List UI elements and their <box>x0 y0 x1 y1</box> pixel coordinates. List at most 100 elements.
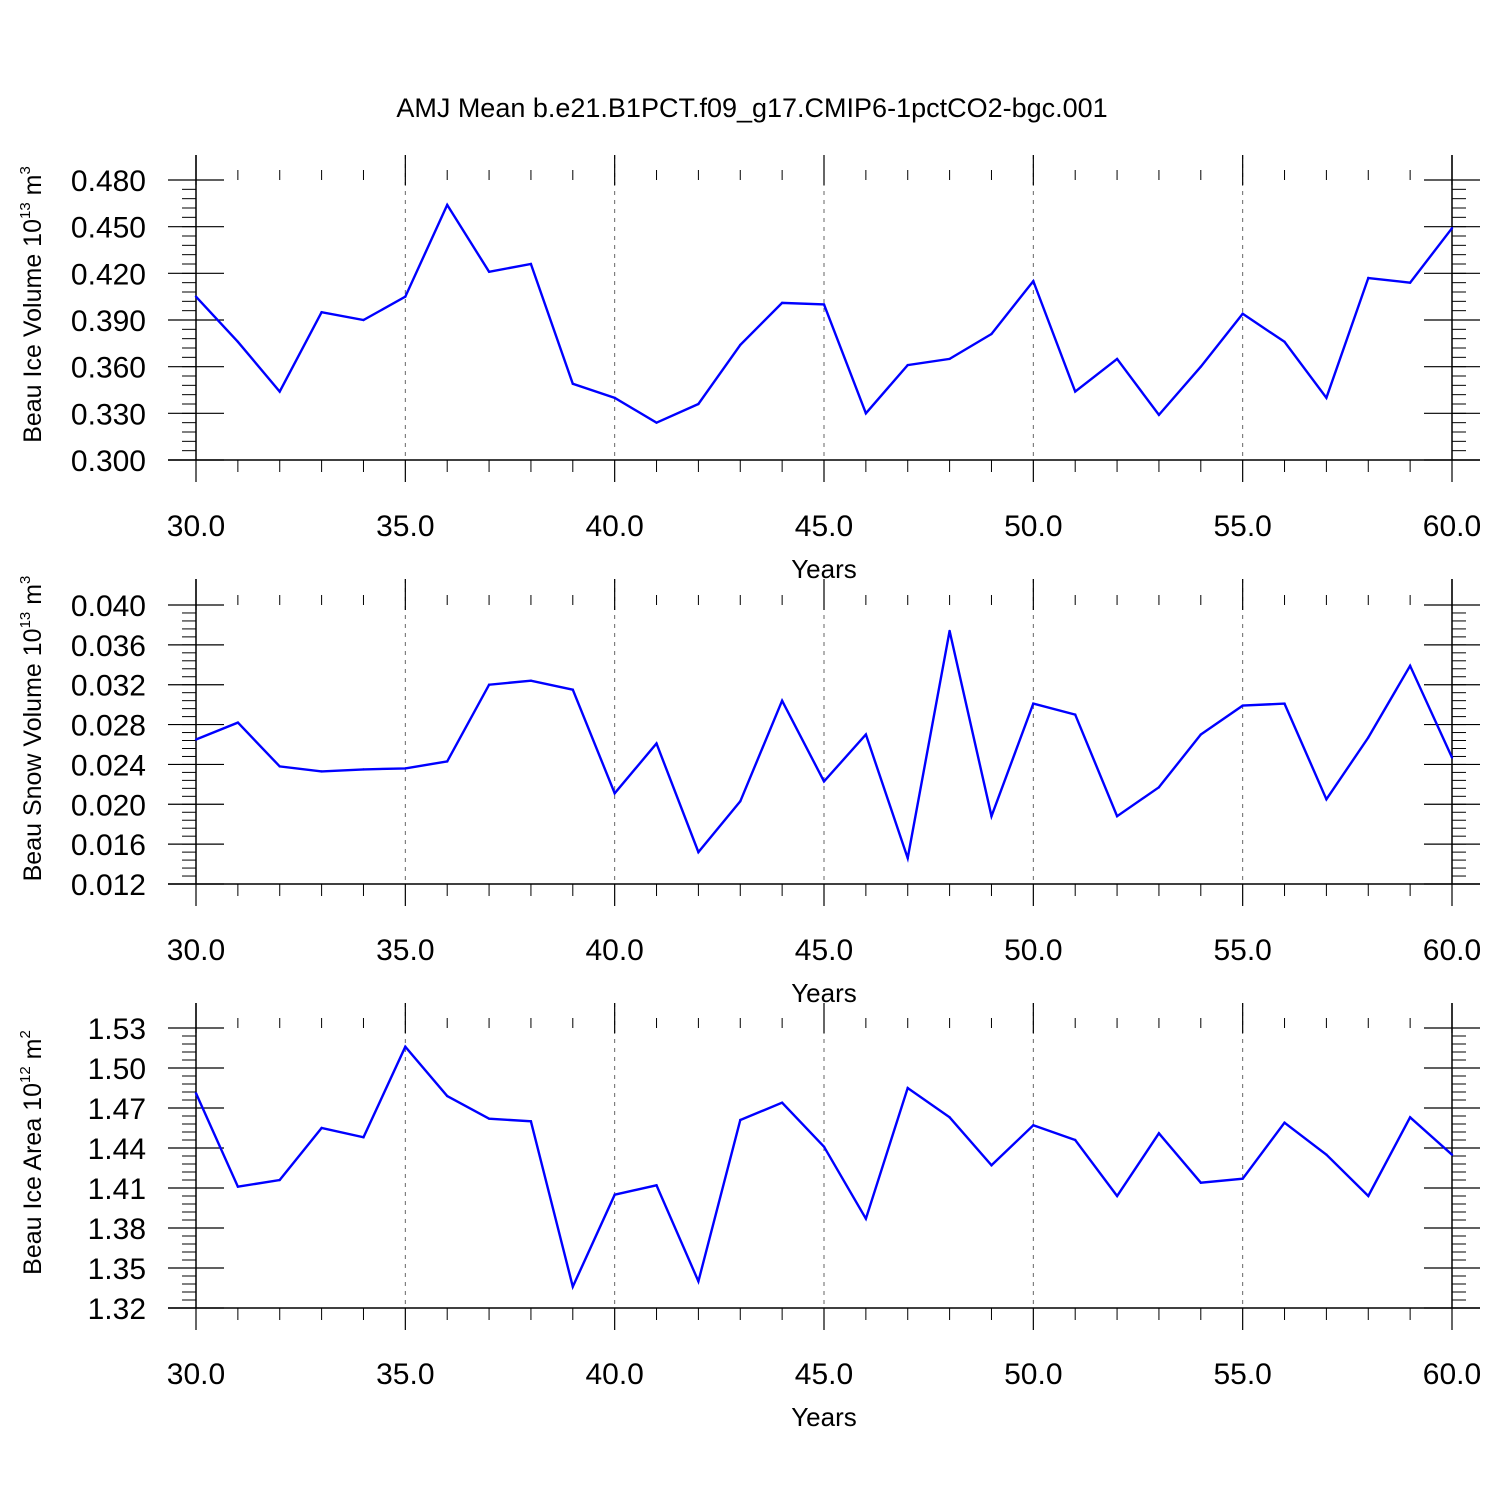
data-point <box>864 412 868 415</box>
y-tick-label: 0.016 <box>71 829 146 862</box>
y-axis-label-unit-exponent: 3 <box>17 576 34 584</box>
x-tick-label: 50.0 <box>1004 510 1062 543</box>
data-point <box>194 1092 198 1095</box>
x-tick-label: 40.0 <box>585 510 643 543</box>
y-axis-label-prefix: Beau Ice Volume 10 <box>19 219 47 443</box>
y-tick-label: 0.040 <box>71 590 146 623</box>
data-point <box>1325 798 1328 801</box>
data-point <box>697 1280 700 1283</box>
y-axis-label-exponent: 12 <box>17 1066 34 1083</box>
y-axis-label-prefix: Beau Snow Volume 10 <box>19 628 47 881</box>
data-point <box>739 343 742 347</box>
y-axis-label-unit: m <box>19 175 47 203</box>
data-point <box>1199 365 1203 368</box>
data-point <box>1367 1194 1370 1198</box>
data-point <box>446 760 449 763</box>
x-tick-label: 60.0 <box>1423 934 1481 967</box>
y-axis-label-exponent: 13 <box>17 202 34 219</box>
data-point <box>404 295 407 298</box>
data-point <box>487 270 491 273</box>
data-point <box>446 203 449 207</box>
data-point <box>697 402 700 406</box>
data-point <box>1074 390 1077 393</box>
data-point <box>780 1101 784 1104</box>
data-point <box>1199 733 1203 736</box>
y-axis-label-prefix: Beau Ice Area 10 <box>19 1083 47 1275</box>
data-point <box>780 699 784 702</box>
data-point <box>822 1145 826 1148</box>
y-tick-label: 0.450 <box>71 212 146 245</box>
data-point <box>1367 276 1370 280</box>
data-point <box>906 856 909 860</box>
x-tick-label: 45.0 <box>795 510 853 543</box>
data-point <box>1241 704 1244 707</box>
y-axis-label: Beau Ice Area 1012 m2 <box>17 1030 47 1275</box>
y-tick-label: 0.036 <box>71 630 146 663</box>
x-tick-label: 45.0 <box>795 1358 853 1391</box>
x-tick-label: 55.0 <box>1213 510 1271 543</box>
data-point <box>487 683 491 686</box>
y-tick-label: 0.032 <box>71 670 146 703</box>
data-point <box>320 311 323 314</box>
y-tick-label: 1.44 <box>88 1133 146 1166</box>
data-point <box>1157 1132 1161 1135</box>
y-tick-label: 1.38 <box>88 1213 146 1246</box>
data-point <box>990 332 993 336</box>
data-point <box>1367 736 1370 739</box>
y-tick-label: 1.47 <box>88 1093 146 1126</box>
data-point <box>1325 396 1328 399</box>
y-tick-label: 0.028 <box>71 710 146 743</box>
y-axis-label-unit: m <box>19 584 47 612</box>
data-point <box>194 295 198 298</box>
x-tick-label: 30.0 <box>167 510 225 543</box>
data-point <box>1408 1116 1412 1119</box>
data-point <box>655 742 658 745</box>
data-point <box>948 629 951 633</box>
data-point <box>1199 1181 1203 1184</box>
data-point <box>194 738 198 741</box>
y-tick-label: 0.024 <box>71 749 146 782</box>
data-point <box>822 303 826 306</box>
data-point <box>1450 756 1454 759</box>
y-axis-label-unit-exponent: 2 <box>17 1030 34 1038</box>
data-point <box>739 1118 742 1122</box>
data-point <box>613 792 616 795</box>
panel-3: 1.32 1.35 1.38 1.41 1.44 1.47 1.50 1.53 30.0 35.0… <box>17 1003 1481 1432</box>
data-point <box>864 733 868 736</box>
panel-2: 0.012 0.016 0.020 0.024 0.028 0.032 0.036 0.040… <box>17 576 1481 1008</box>
data-point <box>1283 702 1286 705</box>
y-axis-label: Beau Snow Volume 1013 m3 <box>17 576 47 882</box>
data-point <box>1115 357 1119 361</box>
y-axis-label-unit-exponent: 3 <box>17 166 34 174</box>
data-point <box>362 318 365 322</box>
data-point <box>948 357 951 361</box>
data-point <box>948 1116 951 1119</box>
y-axis-label: Beau Ice Volume 1013 m3 <box>17 166 47 443</box>
y-axis-label-unit: m <box>19 1039 47 1067</box>
y-tick-label: 1.50 <box>88 1053 146 1086</box>
data-point <box>362 1136 365 1139</box>
y-tick-label: 0.360 <box>71 352 146 385</box>
y-tick-label: 0.480 <box>71 165 146 198</box>
data-point <box>906 1086 909 1090</box>
data-point <box>1450 1153 1454 1156</box>
data-point <box>571 1285 574 1288</box>
data-point <box>404 767 407 770</box>
x-tick-label: 55.0 <box>1213 1358 1271 1391</box>
y-tick-label: 0.330 <box>71 398 146 431</box>
x-tick-label: 35.0 <box>376 510 434 543</box>
data-point <box>1032 702 1035 705</box>
y-tick-label: 0.390 <box>71 305 146 338</box>
data-point <box>571 382 574 385</box>
data-point <box>655 421 658 424</box>
data-point <box>487 1117 491 1120</box>
data-point <box>1074 713 1077 716</box>
x-tick-label: 30.0 <box>167 1358 225 1391</box>
data-point <box>1408 281 1412 284</box>
data-point <box>1408 664 1412 667</box>
data-point <box>864 1217 868 1220</box>
data-point <box>404 1045 407 1048</box>
figure-title: AMJ Mean b.e21.B1PCT.f09_g17.CMIP6-1pctC… <box>396 93 1107 123</box>
data-point <box>990 815 993 818</box>
